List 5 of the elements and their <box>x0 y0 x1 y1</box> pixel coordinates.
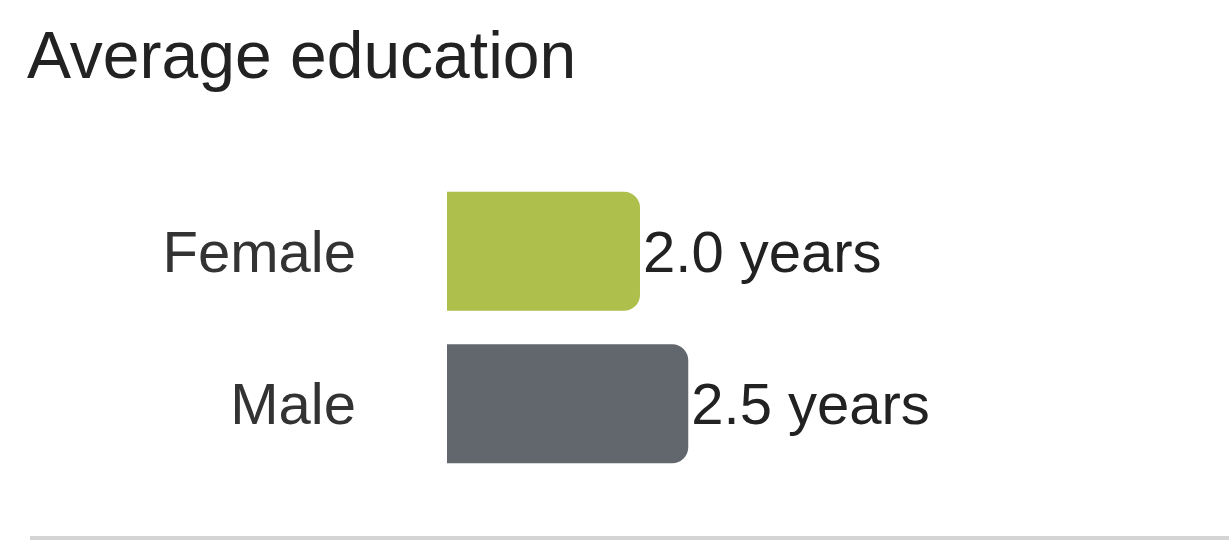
chart-title: Average education <box>27 18 577 92</box>
data-label: 2.5 years <box>691 371 930 437</box>
y-tick-label: Female <box>162 218 356 284</box>
data-label: 2.0 years <box>643 218 882 284</box>
y-tick-label: Male <box>230 371 356 437</box>
